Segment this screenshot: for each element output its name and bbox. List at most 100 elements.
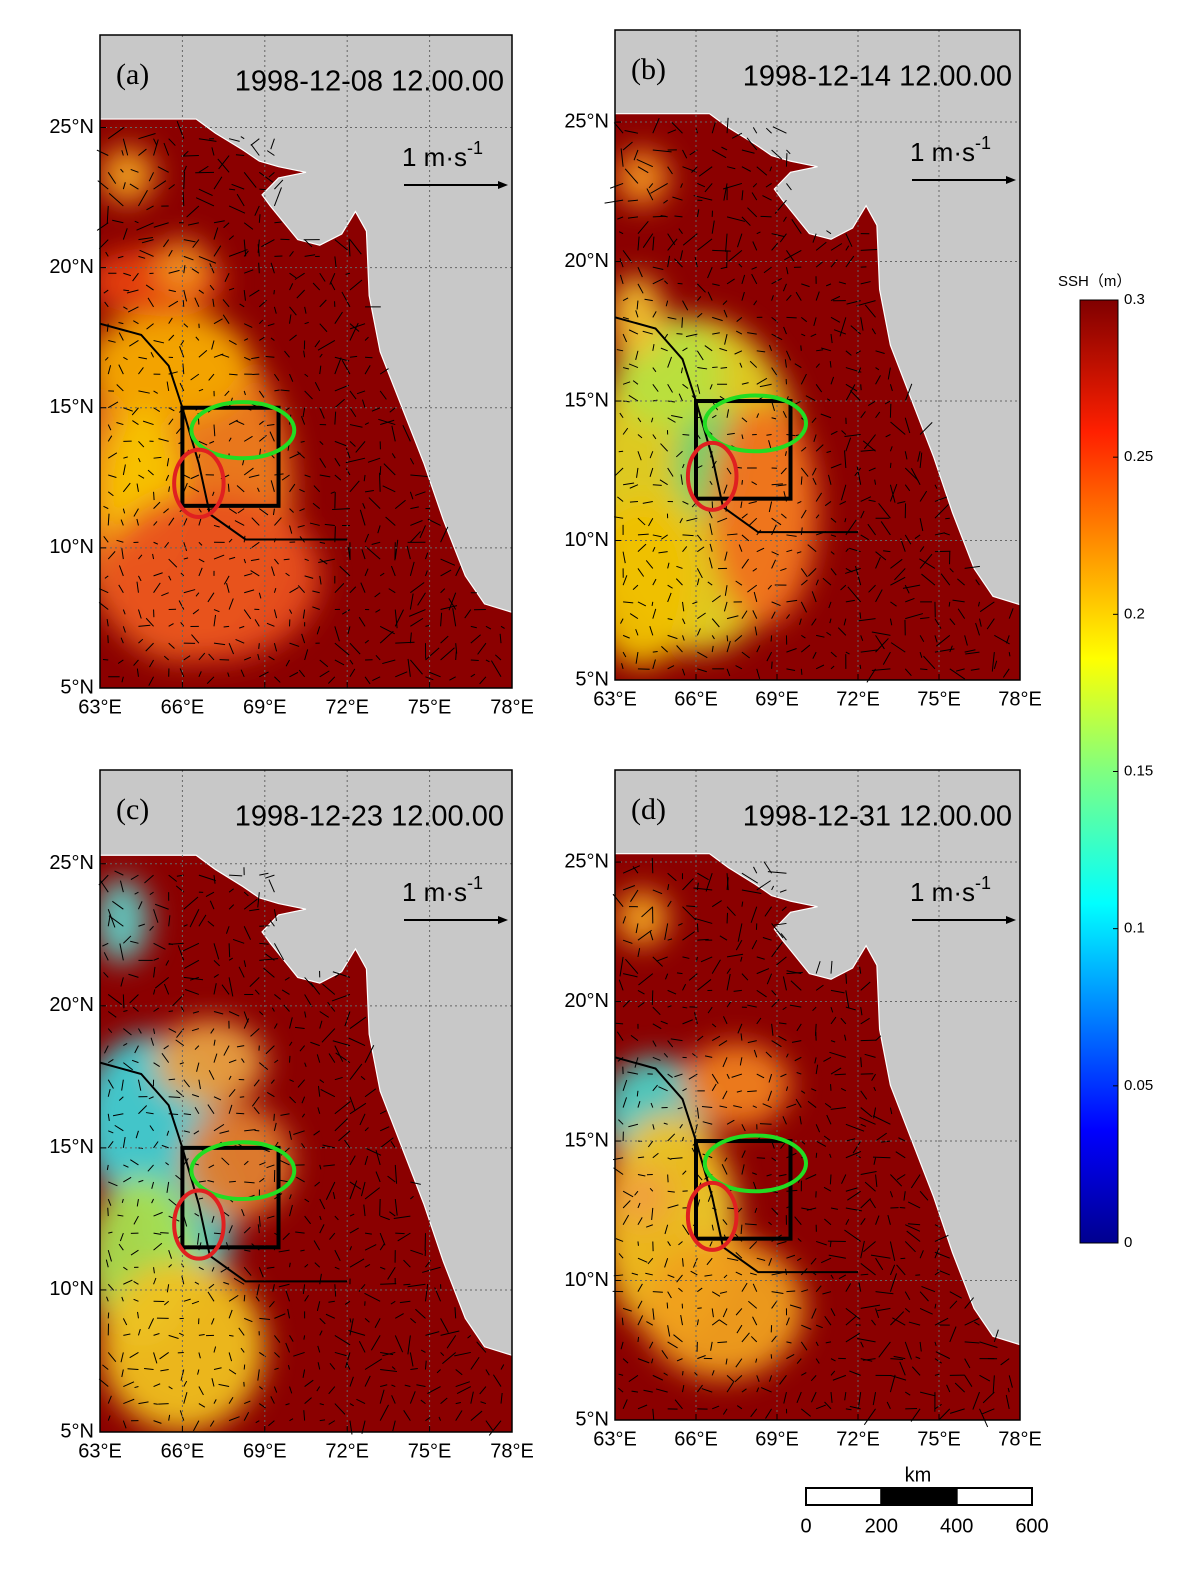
current-vector — [741, 1124, 746, 1132]
current-vector — [332, 1192, 336, 1200]
current-vector — [104, 1045, 109, 1054]
current-vector — [873, 1086, 877, 1092]
current-vector — [265, 874, 275, 879]
current-vector — [477, 642, 487, 655]
current-vector — [274, 558, 279, 565]
current-vector — [667, 255, 671, 268]
current-vector — [425, 570, 428, 577]
current-vector — [667, 316, 677, 320]
current-vector — [845, 990, 850, 1008]
y-tick-label: 25°N — [49, 852, 94, 874]
current-vector — [244, 589, 255, 594]
current-vector — [349, 1376, 354, 1387]
current-vector — [148, 676, 154, 686]
current-vector — [622, 381, 631, 385]
current-vector — [258, 1062, 269, 1070]
current-vector — [722, 1057, 728, 1068]
current-vector — [138, 237, 154, 241]
current-vector — [625, 958, 639, 974]
red-ellipse — [172, 447, 226, 520]
current-vector — [637, 517, 646, 526]
current-vector — [755, 1358, 758, 1363]
current-vector — [908, 1321, 921, 1326]
current-vector — [875, 411, 881, 419]
current-vector — [849, 1405, 861, 1410]
current-vector — [163, 239, 170, 248]
current-vector — [651, 601, 654, 607]
current-vector — [786, 971, 803, 975]
current-vector — [427, 1386, 441, 1394]
current-vector — [258, 214, 261, 223]
current-vector — [270, 138, 275, 150]
current-vector — [871, 1073, 876, 1081]
current-vector — [409, 457, 415, 465]
current-vector — [123, 1010, 128, 1012]
current-vector — [857, 1338, 876, 1343]
current-vector — [107, 1283, 115, 1291]
current-vector — [634, 1190, 639, 1196]
current-vector — [620, 1341, 624, 1350]
current-vector — [244, 269, 254, 274]
current-vector — [860, 317, 864, 331]
current-vector — [197, 1233, 200, 1245]
current-vector — [726, 635, 729, 642]
current-vector — [409, 491, 414, 500]
coastline — [615, 113, 1021, 606]
current-vector — [328, 1300, 335, 1303]
current-vector — [332, 508, 350, 510]
current-vector — [830, 989, 845, 994]
current-vector — [756, 645, 761, 653]
current-vector — [334, 1351, 349, 1357]
current-vector — [297, 524, 305, 528]
x-tick-label: 78°E — [998, 688, 1042, 710]
current-vector — [741, 872, 759, 884]
current-vector — [637, 236, 640, 251]
current-vector — [147, 297, 154, 308]
current-vector — [919, 651, 923, 658]
current-vector — [709, 523, 713, 536]
current-vector — [904, 1391, 911, 1396]
current-vector — [138, 1028, 142, 1034]
current-vector — [244, 656, 252, 661]
current-vector — [274, 676, 281, 683]
current-vector — [149, 891, 154, 896]
current-vector — [259, 336, 265, 341]
current-vector — [304, 558, 309, 562]
current-vector — [211, 147, 215, 156]
current-vector — [222, 299, 230, 308]
current-vector — [741, 190, 744, 201]
current-vector — [114, 1124, 124, 1132]
current-vector — [153, 1383, 161, 1388]
current-vector — [651, 1358, 654, 1364]
current-vector — [153, 339, 165, 344]
current-vector — [794, 363, 802, 368]
current-vector — [830, 376, 835, 385]
current-vector — [847, 586, 862, 603]
current-vector — [138, 638, 144, 644]
current-vector — [213, 609, 220, 613]
current-vector — [786, 316, 797, 319]
current-vector — [243, 390, 246, 396]
current-vector — [209, 1420, 215, 1427]
current-vector — [845, 973, 847, 984]
current-vector — [289, 525, 293, 534]
current-vector — [183, 265, 186, 274]
current-vector — [122, 1136, 126, 1148]
current-vector — [709, 543, 713, 552]
current-vector — [334, 659, 345, 666]
current-vector — [364, 639, 369, 644]
current-vector — [796, 551, 802, 554]
current-vector — [637, 1217, 643, 1225]
current-vector — [367, 457, 381, 463]
current-vector — [410, 582, 425, 594]
current-vector — [338, 1130, 351, 1142]
current-vector — [147, 1164, 154, 1172]
current-vector — [636, 467, 639, 478]
current-vector — [622, 1214, 630, 1225]
current-vector — [480, 1401, 487, 1405]
current-vector — [621, 1317, 624, 1326]
current-vector — [394, 1335, 404, 1353]
current-vector — [319, 1273, 322, 1285]
current-vector — [302, 1369, 306, 1378]
current-vector — [800, 345, 802, 351]
